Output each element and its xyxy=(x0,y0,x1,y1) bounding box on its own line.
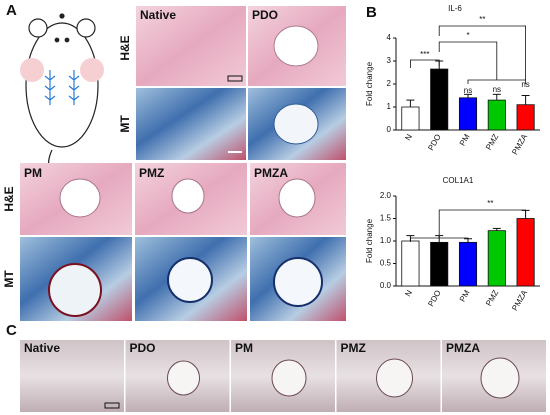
x-tick-label: PMZ xyxy=(484,132,500,151)
ihc-images xyxy=(20,340,546,412)
y-tick-label: 0 xyxy=(387,125,392,134)
x-tick-label: PMZ xyxy=(484,288,500,307)
y-tick-label: 1 xyxy=(387,102,392,111)
bar-chart: COL1A1 Fold change 0.0 0.5 1.0 1.5 2.0 N PDO PM PM… xyxy=(365,176,540,312)
image-label: PMZ xyxy=(341,341,366,355)
y-tick-label: 1.5 xyxy=(380,214,392,223)
ihc-image xyxy=(20,340,124,412)
image-label: PDO xyxy=(252,8,278,22)
image-label: PM xyxy=(24,166,42,180)
significance-label: ** xyxy=(487,199,493,208)
y-tick-label: 0.5 xyxy=(380,259,392,268)
x-tick-label: PDO xyxy=(426,133,442,153)
bar xyxy=(487,230,506,287)
x-tick-label: PMZA xyxy=(510,288,529,312)
bar xyxy=(401,106,420,131)
mouse-drawing xyxy=(20,13,104,191)
y-axis-label: Fold change xyxy=(365,61,374,106)
image-label: PMZA xyxy=(254,166,288,180)
y-tick-label: 3 xyxy=(387,56,392,65)
bar xyxy=(516,104,535,131)
bar xyxy=(516,218,535,287)
row-label: H&E xyxy=(2,186,16,211)
chart-title: IL-6 xyxy=(448,4,462,13)
significance-label: *** xyxy=(420,50,429,59)
significance-label: ns xyxy=(493,85,501,94)
x-tick-label: PDO xyxy=(426,289,442,309)
row-label: MT xyxy=(2,270,16,288)
suture-hole xyxy=(480,357,520,399)
chart-title: COL1A1 xyxy=(443,176,474,185)
panel-label: C xyxy=(6,322,17,339)
significance-label: ** xyxy=(479,15,485,24)
image-label: PDO xyxy=(130,341,156,355)
significance-bracket xyxy=(467,79,526,84)
x-tick-label: PMZA xyxy=(510,132,529,156)
significance-bracket xyxy=(438,25,526,80)
x-tick-label: N xyxy=(403,132,414,142)
row-label: H&E xyxy=(118,35,132,60)
image-label: Native xyxy=(24,341,60,355)
bar xyxy=(458,97,478,131)
image-label: PMZ xyxy=(139,166,164,180)
histology-images xyxy=(20,6,346,321)
image-label: PM xyxy=(235,341,253,355)
image-label: PMZA xyxy=(446,341,480,355)
panel-label: A xyxy=(6,2,17,19)
significance-bracket xyxy=(409,59,440,68)
panel-label: B xyxy=(366,4,377,21)
row-label: MT xyxy=(118,115,132,133)
bar xyxy=(487,99,506,131)
y-tick-label: 2.0 xyxy=(380,191,392,200)
x-tick-label: N xyxy=(403,288,414,298)
y-tick-label: 4 xyxy=(387,33,392,42)
bar xyxy=(430,241,449,287)
image-label: Native xyxy=(140,8,176,22)
y-tick-label: 0.0 xyxy=(380,281,392,290)
scale-bar xyxy=(104,402,120,409)
significance-label: ns xyxy=(521,80,529,89)
suture-hole xyxy=(167,360,200,396)
significance-label: * xyxy=(466,31,469,40)
y-tick-label: 2 xyxy=(387,79,392,88)
significance-label: ns xyxy=(464,86,472,95)
x-tick-label: PM xyxy=(458,288,472,303)
significance-bracket xyxy=(438,41,498,80)
x-tick-label: PM xyxy=(458,132,472,147)
bar xyxy=(401,240,420,287)
bar xyxy=(430,68,449,131)
suture-hole xyxy=(271,359,307,397)
y-axis-label: Fold change xyxy=(365,218,374,263)
suture-hole xyxy=(376,358,413,398)
bar xyxy=(458,241,478,287)
significance-bracket xyxy=(438,209,526,238)
y-tick-label: 1.0 xyxy=(380,236,392,245)
